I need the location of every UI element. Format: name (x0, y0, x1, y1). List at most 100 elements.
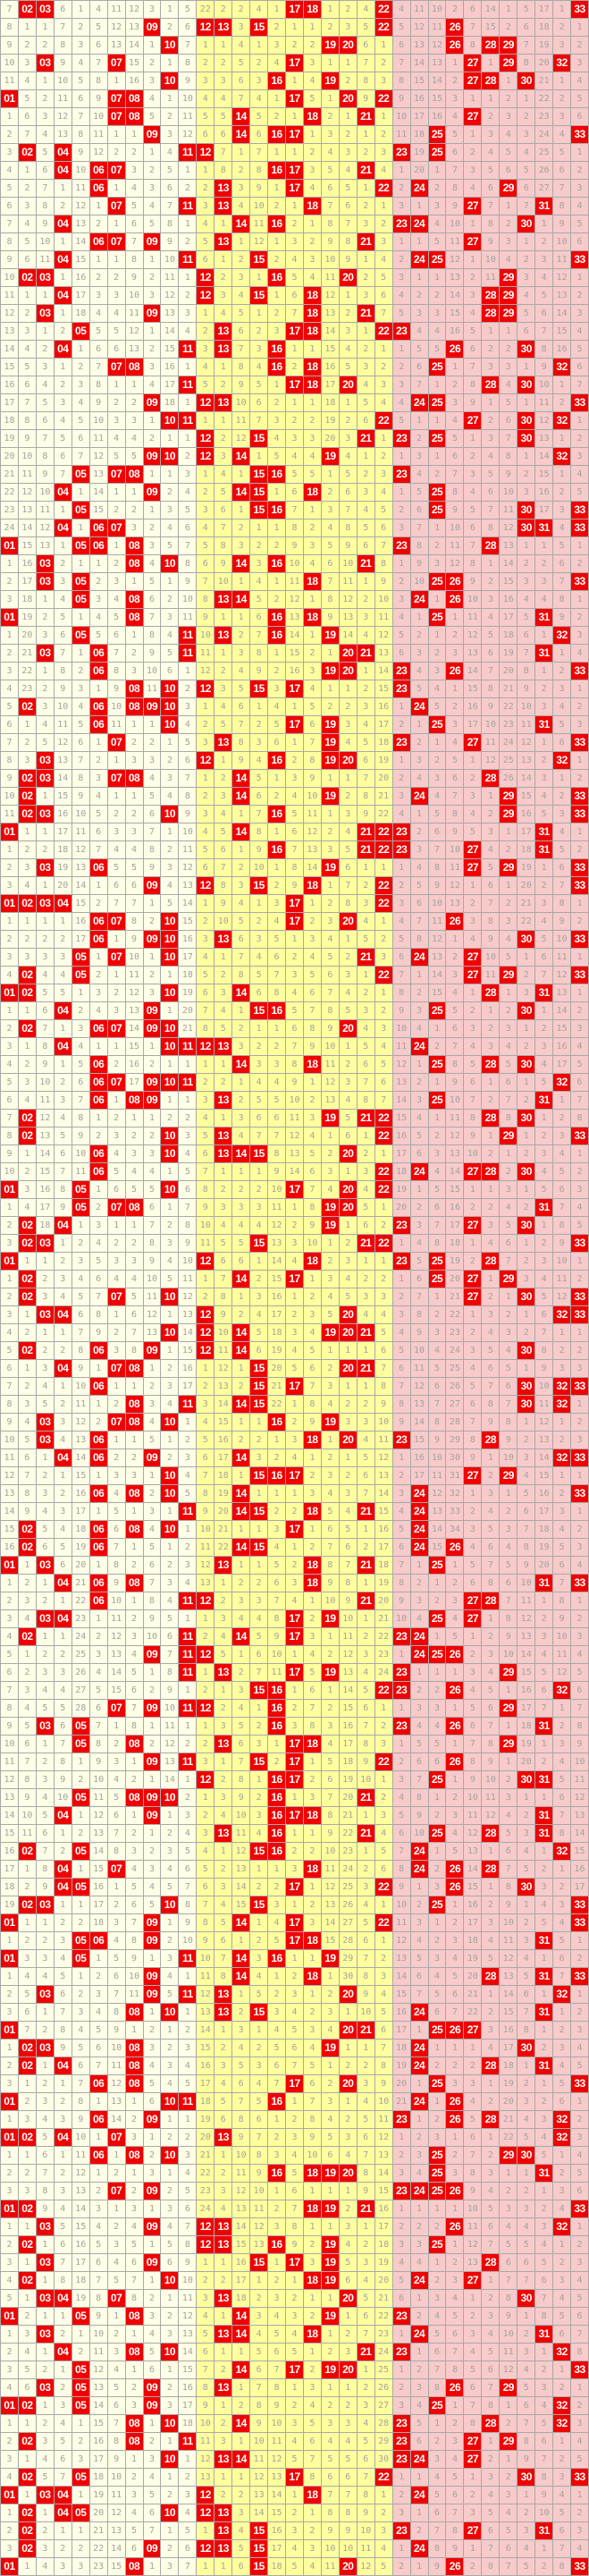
hit-ball-cell: 31 (535, 1575, 554, 1592)
miss-count-cell: 15 (374, 1503, 393, 1521)
miss-count-cell: 7 (517, 645, 536, 663)
hit-ball-cell: 06 (89, 1092, 108, 1110)
miss-count-cell: 1 (268, 573, 287, 591)
miss-count-cell: 3 (482, 1217, 501, 1235)
miss-count-cell: 11 (535, 1396, 554, 1414)
miss-count-cell: 2 (36, 2075, 55, 2093)
miss-count-cell: 2 (36, 90, 55, 108)
miss-count-cell: 1 (535, 1950, 554, 1968)
miss-count-cell: 16 (571, 1861, 589, 1879)
miss-count-cell: 1 (339, 770, 358, 788)
miss-count-cell: 5 (303, 1664, 322, 1682)
miss-count-cell: 4 (321, 2111, 340, 2129)
miss-count-cell: 1 (179, 1092, 198, 1110)
hit-ball-cell: 07 (107, 1360, 126, 1378)
miss-count-cell: 4 (250, 2075, 269, 2093)
miss-count-cell: 2 (143, 1843, 162, 1861)
miss-count-cell: 4 (303, 2397, 322, 2415)
miss-count-cell: 2 (107, 1235, 126, 1253)
miss-count-cell: 2 (321, 1253, 340, 1271)
miss-count-cell: 8 (374, 2057, 393, 2075)
miss-count-cell: 16 (286, 663, 304, 680)
hit-ball-cell: 24 (410, 2004, 429, 2022)
hit-ball-cell: 29 (500, 269, 518, 287)
hit-ball-cell: 21 (357, 305, 375, 323)
miss-count-cell: 4 (339, 2433, 358, 2451)
miss-count-cell: 5 (428, 1181, 447, 1199)
miss-count-cell: 1 (446, 359, 465, 376)
miss-count-cell: 5 (179, 1163, 198, 1181)
hit-ball-cell: 12 (197, 144, 215, 162)
miss-count-cell: 7 (410, 519, 429, 537)
miss-count-cell: 2 (357, 198, 375, 215)
miss-count-cell: 4 (374, 484, 393, 502)
miss-count-cell: 4 (571, 1038, 589, 1056)
miss-count-cell: 1 (535, 2344, 554, 2361)
miss-count-cell: 8 (428, 1414, 447, 1432)
miss-count-cell: 16 (197, 2057, 215, 2075)
miss-count-cell: 8 (357, 1092, 375, 1110)
miss-count-cell: 1 (161, 2165, 180, 2183)
hit-ball-cell: 14 (232, 1950, 251, 1968)
miss-count-cell: 4 (250, 359, 269, 376)
miss-count-cell: 7 (161, 198, 180, 215)
hit-ball-cell: 31 (535, 1932, 554, 1950)
miss-count-cell: 1 (250, 2022, 269, 2040)
miss-count-cell: 2 (374, 2504, 393, 2522)
hit-ball-cell: 22 (374, 1682, 393, 1700)
miss-count-cell: 2 (500, 841, 518, 859)
miss-count-cell: 4 (374, 251, 393, 269)
hit-ball-cell: 12 (197, 1253, 215, 1271)
miss-count-cell: 10 (143, 663, 162, 680)
hit-ball-cell: 15 (250, 1378, 269, 1396)
miss-count-cell: 1 (286, 1396, 304, 1414)
miss-count-cell: 1 (232, 1002, 251, 1020)
miss-count-cell: 3 (535, 1628, 554, 1646)
miss-count-cell: 8 (268, 1610, 287, 1628)
miss-count-cell: 4 (339, 823, 358, 841)
miss-count-cell: 1 (321, 466, 340, 484)
miss-count-cell: 1 (286, 19, 304, 37)
miss-count-cell: 1 (535, 1986, 554, 2004)
miss-count-cell: 4 (286, 2540, 304, 2558)
miss-count-cell: 2 (535, 2093, 554, 2111)
miss-count-cell: 2 (36, 931, 55, 949)
miss-count-cell: 2 (89, 1414, 108, 1432)
miss-count-cell: 9 (500, 1432, 518, 1449)
miss-count-cell: 4 (125, 180, 144, 198)
miss-count-cell: 6 (143, 2504, 162, 2522)
miss-count-cell: 31 (446, 1467, 465, 1485)
miss-count-cell: 3 (339, 1074, 358, 1092)
miss-count-cell: 7 (535, 1700, 554, 1718)
miss-count-cell: 3 (54, 1414, 72, 1432)
miss-count-cell: 4 (54, 1432, 72, 1449)
miss-count-cell: 4 (197, 1843, 215, 1861)
miss-count-cell: 6 (357, 1932, 375, 1950)
miss-count-cell: 4 (535, 269, 554, 287)
miss-count-cell: 3 (374, 1736, 393, 1753)
miss-count-cell: 24 (446, 1342, 465, 1360)
miss-count-cell: 3 (374, 72, 393, 90)
hit-ball-cell: 08 (125, 2147, 144, 2165)
miss-count-cell: 3 (500, 1521, 518, 1539)
miss-count-cell: 3 (571, 1020, 589, 1038)
miss-count-cell: 1 (89, 1503, 108, 1521)
miss-count-cell: 2 (143, 2147, 162, 2165)
miss-count-cell: 2 (89, 752, 108, 770)
hit-ball-cell: 06 (89, 645, 108, 663)
miss-count-cell: 4 (1, 2272, 19, 2290)
miss-count-cell: 1 (517, 1360, 536, 1378)
miss-count-cell: 20 (72, 1557, 90, 1575)
miss-count-cell: 8 (321, 1557, 340, 1575)
miss-count-cell: 6 (72, 430, 90, 448)
miss-count-cell: 9 (286, 1074, 304, 1092)
miss-count-cell: 1 (161, 1199, 180, 1217)
miss-count-cell: 4 (500, 2218, 518, 2236)
hit-ball-cell: 27 (464, 108, 483, 126)
hit-ball-cell: 09 (143, 19, 162, 37)
miss-count-cell: 12 (303, 823, 322, 841)
miss-count-cell: 1 (286, 698, 304, 716)
miss-count-cell: 2 (107, 555, 126, 573)
hit-ball-cell: 24 (410, 1646, 429, 1664)
miss-count-cell: 1 (464, 251, 483, 269)
